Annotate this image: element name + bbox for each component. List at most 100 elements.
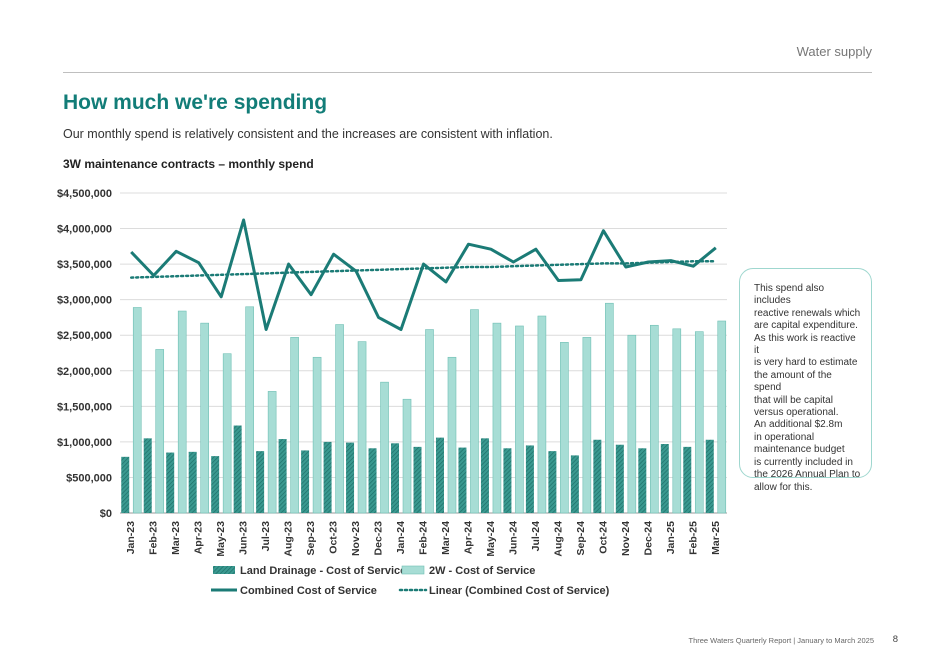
y-tick-label: $0 <box>100 508 112 520</box>
bar-2w <box>222 353 232 514</box>
bar-land-drainage <box>503 448 512 513</box>
x-tick-label: Mar-23 <box>170 521 182 555</box>
callout-line: the 2026 Annual Plan to <box>754 469 861 481</box>
page-number: 8 <box>892 634 898 645</box>
bar-2w <box>402 398 412 514</box>
bar-land-drainage <box>480 438 489 513</box>
legend-label: Land Drainage - Cost of Service <box>240 565 406 577</box>
bar-2w <box>155 349 165 514</box>
page-subtitle: Our monthly spend is relatively consiste… <box>63 127 553 141</box>
callout-line: As this work is reactive it <box>754 332 856 357</box>
legend-label: 2W - Cost of Service <box>429 565 535 577</box>
bar-land-drainage <box>188 451 197 513</box>
bar-land-drainage <box>256 451 265 513</box>
bar-2w <box>560 342 569 514</box>
section-label: Water supply <box>796 44 872 59</box>
bar-land-drainage <box>121 456 130 513</box>
bar-land-drainage <box>413 446 422 513</box>
x-tick-label: Sep-23 <box>305 521 317 556</box>
callout-line: that will be capital <box>754 394 833 406</box>
bar-2w <box>492 322 502 514</box>
callout-line: are capital expenditure. <box>754 320 858 332</box>
callout-line: in operational <box>754 431 815 443</box>
y-tick-label: $4,500,000 <box>57 188 112 200</box>
x-tick-label: Oct-24 <box>597 521 609 554</box>
bar-2w <box>537 315 547 514</box>
bar-2w <box>245 306 254 514</box>
bar-2w <box>200 322 209 514</box>
callout-line: This spend also includes <box>754 283 825 307</box>
y-tick-label: $1,500,000 <box>57 401 112 413</box>
bar-land-drainage <box>683 446 692 513</box>
bar-2w <box>694 331 704 514</box>
x-tick-label: Feb-24 <box>418 521 430 555</box>
bar-2w <box>605 302 614 514</box>
y-tick-label: $1,000,000 <box>57 437 112 449</box>
bar-2w <box>425 329 434 514</box>
bar-2w <box>312 356 322 514</box>
callout-line: is currently included in <box>754 456 853 468</box>
bar-2w <box>132 307 142 514</box>
callout-line: maintenance budget <box>754 444 845 456</box>
x-tick-label: Jan-25 <box>665 521 677 554</box>
y-tick-label: $2,000,000 <box>57 366 112 378</box>
bar-2w <box>447 356 457 514</box>
bar-land-drainage <box>435 437 444 513</box>
x-tick-label: Apr-24 <box>462 521 474 554</box>
x-tick-label: Feb-25 <box>687 521 699 555</box>
chart-title: 3W maintenance contracts – monthly spend <box>63 157 314 171</box>
x-tick-label: Mar-25 <box>710 521 722 555</box>
callout-line: versus operational. <box>754 407 839 419</box>
x-tick-label: Nov-24 <box>620 521 632 556</box>
x-tick-label: Jul-24 <box>530 521 542 552</box>
callout-line: allow for this. <box>754 481 813 493</box>
y-tick-label: $3,000,000 <box>57 295 112 307</box>
note-callout: This spend also includes reactive renewa… <box>739 268 872 493</box>
bar-land-drainage <box>143 438 152 513</box>
callout-line: An additional $2.8m <box>754 419 843 431</box>
x-tick-label: Oct-23 <box>328 521 340 554</box>
y-tick-label: $2,500,000 <box>57 330 112 342</box>
x-tick-label: Sep-24 <box>575 521 587 556</box>
page-title: How much we're spending <box>63 91 328 114</box>
bar-land-drainage <box>458 447 467 513</box>
bar-land-drainage <box>615 444 624 513</box>
legend-swatch-land-drainage <box>213 566 235 574</box>
legend-label: Linear (Combined Cost of Service) <box>429 585 610 597</box>
x-tick-label: Feb-23 <box>148 521 160 555</box>
bar-land-drainage <box>525 445 534 513</box>
bar-2w <box>672 328 682 514</box>
line-combined <box>130 218 717 331</box>
x-tick-label: Mar-24 <box>440 521 452 555</box>
bar-land-drainage <box>391 443 400 513</box>
bar-land-drainage <box>638 448 647 513</box>
bar-2w <box>627 334 637 514</box>
bar-2w <box>650 324 659 514</box>
bar-2w <box>177 310 187 514</box>
x-tick-label: Dec-23 <box>373 521 385 556</box>
x-tick-label: Jun-23 <box>238 521 250 555</box>
bar-land-drainage <box>705 439 714 513</box>
bar-land-drainage <box>660 444 669 513</box>
x-tick-label: Dec-24 <box>642 521 654 556</box>
bar-2w <box>290 337 299 514</box>
bar-land-drainage <box>211 456 220 513</box>
x-tick-label: Jun-24 <box>507 521 519 555</box>
callout-line: reactive renewals which <box>754 307 861 319</box>
bar-land-drainage <box>278 439 287 513</box>
x-tick-label: May-23 <box>215 521 227 557</box>
x-tick-label: Aug-23 <box>283 521 295 557</box>
x-tick-label: Jan-23 <box>125 521 137 554</box>
bar-2w <box>267 391 277 514</box>
x-tick-label: Aug-24 <box>552 521 564 557</box>
bar-2w <box>335 324 344 514</box>
callout-line: is very hard to estimate <box>754 357 858 369</box>
header-divider <box>63 72 872 73</box>
bar-2w <box>582 337 592 514</box>
x-tick-label: May-24 <box>485 521 497 557</box>
bar-land-drainage <box>346 442 355 513</box>
bar-land-drainage <box>301 450 310 513</box>
bar-land-drainage <box>570 455 579 513</box>
x-tick-label: Apr-23 <box>193 521 205 554</box>
